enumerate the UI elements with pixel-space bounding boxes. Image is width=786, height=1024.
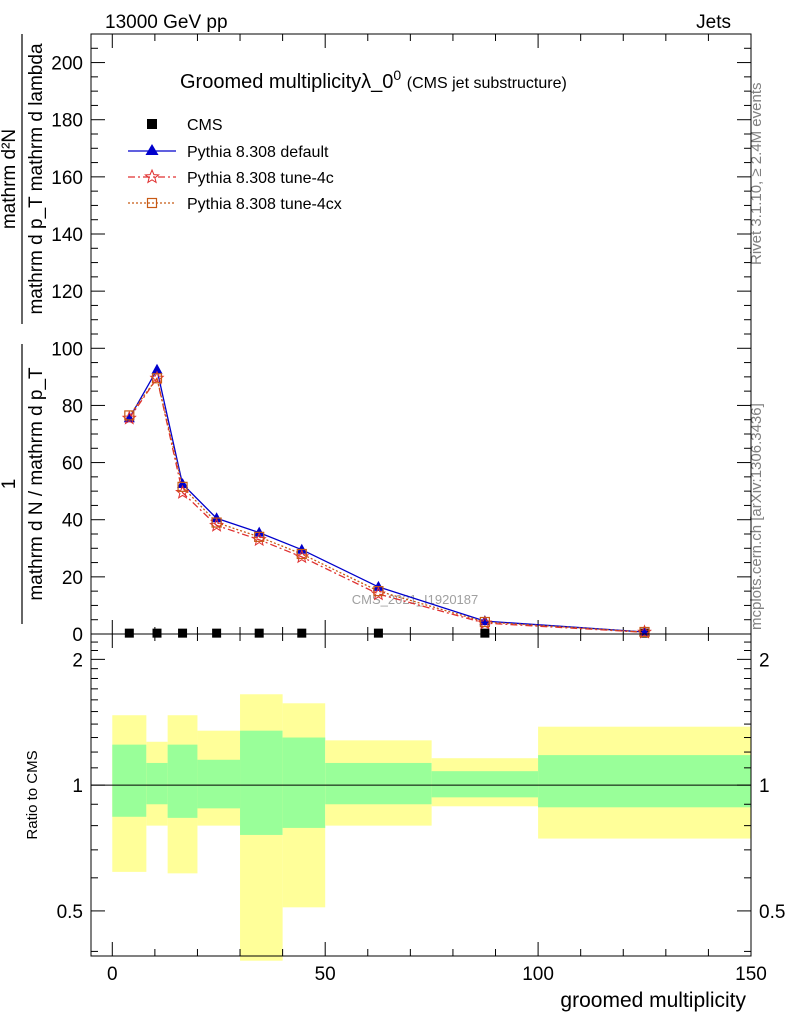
- main-ytick-label: 0: [72, 625, 83, 646]
- main-title-text: Groomed multiplicityλ_0: [180, 71, 393, 93]
- ratio-green-band: [538, 755, 751, 808]
- data-point-square: [124, 628, 134, 638]
- legend-tune4c-marker: [144, 168, 160, 184]
- ratio-ytick-label-right: 1: [759, 776, 770, 797]
- main-title: Groomed multiplicityλ_00 (CMS jet substr…: [180, 67, 567, 93]
- data-point-open-square: [373, 586, 384, 597]
- ylabel-den-2: mathrm d p_T mathrm d lambda: [26, 43, 47, 314]
- data-point-open-square: [211, 517, 222, 528]
- data-point-square: [297, 628, 307, 638]
- main-ytick-label: 160: [51, 168, 83, 189]
- main-ytick-label: 100: [51, 339, 83, 360]
- main-ytick-label: 180: [51, 111, 83, 132]
- main-subtitle: (CMS jet substructure): [407, 75, 567, 92]
- main-ylabel: 1 mathrm d N / mathrm d p_T mathrm d²N m…: [0, 34, 47, 624]
- ratio-green-band: [282, 737, 326, 828]
- data-point-open-square: [639, 626, 650, 638]
- ylabel-num-2: mathrm d²N: [0, 129, 20, 229]
- legend-tune4cx-marker: [146, 197, 158, 209]
- data-point-open-square: [151, 373, 163, 384]
- rivet-label: Rivet 3.1.10, ≥ 2.4M events: [748, 83, 765, 266]
- legend-default-label: Pythia 8.308 default: [187, 144, 329, 161]
- data-point-open-square: [254, 531, 265, 542]
- legend-tune4cx-label: Pythia 8.308 tune-4cx: [187, 196, 342, 213]
- data-point-open-square: [124, 410, 135, 421]
- data-point-triangle: [177, 478, 189, 488]
- series-line-2: [128, 376, 645, 633]
- ratio-green-band: [325, 762, 432, 805]
- data-point-triangle: [372, 580, 384, 591]
- main-ytick-label: 40: [62, 511, 83, 532]
- main-ytick-label: 20: [62, 568, 83, 589]
- ratio-ytick-label: 0.5: [57, 902, 83, 923]
- ylabel-num-1: 1: [0, 479, 20, 490]
- ratio-panel: 0.5 0.5 1 1 2 2 0 50 100 150 Ratio to CMS groomed…: [24, 633, 785, 1012]
- data-point-triangle: [253, 526, 265, 537]
- ratio-green-band: [431, 771, 539, 798]
- ratio-xtick-label: 150: [735, 964, 767, 985]
- ratio-green-band: [240, 730, 283, 835]
- series-line-3: [128, 376, 645, 633]
- legend-item-cms: CMS: [147, 117, 223, 134]
- main-panel: 0 20 40 60 80 100 120 140 160 180 200 Groomed mult…: [0, 33, 752, 646]
- data-point-square: [480, 628, 490, 638]
- ratio-xtick-label: 100: [522, 964, 554, 985]
- main-title-sup: 0: [393, 67, 401, 83]
- data-point-open-square: [296, 548, 307, 560]
- ratio-frame: [90, 633, 752, 957]
- data-point-square: [152, 628, 162, 638]
- ratio-xlabel: groomed multiplicity: [560, 989, 746, 1012]
- legend-cms-marker: [147, 119, 157, 129]
- legend-default-marker: [145, 144, 159, 155]
- main-ytick-label: 120: [51, 282, 83, 303]
- mcplots-label: mcplots.cern.ch [arXiv:1306.3436]: [748, 403, 765, 630]
- ratio-bands-layer: [91, 694, 751, 961]
- main-ytick-label: 140: [51, 225, 83, 246]
- legend-item-tune4cx: Pythia 8.308 tune-4cx: [128, 196, 342, 213]
- data-point-open-square: [177, 481, 188, 492]
- ratio-ylabel: Ratio to CMS: [24, 750, 41, 839]
- ratio-green-band: [167, 744, 198, 818]
- legend-item-tune4c: Pythia 8.308 tune-4c: [128, 168, 334, 187]
- energy-label: 13000 GeV pp: [105, 12, 228, 33]
- ratio-ytick-label-right: 0.5: [759, 902, 785, 923]
- data-point-square: [254, 628, 264, 638]
- data-point-square: [178, 628, 188, 638]
- process-label: Jets: [696, 12, 731, 33]
- ratio-xtick-label: 0: [107, 964, 118, 985]
- legend-cms-label: CMS: [187, 117, 223, 134]
- ratio-green-band: [146, 762, 168, 805]
- main-ytick-label: 80: [62, 396, 83, 417]
- data-point-triangle: [151, 363, 163, 374]
- data-point-open-square: [479, 616, 490, 628]
- legend-item-default: Pythia 8.308 default: [128, 144, 329, 161]
- watermark: CMS_2021_I1920187: [352, 592, 479, 607]
- main-series-layer: [121, 363, 652, 639]
- data-point-triangle: [296, 543, 308, 554]
- ratio-green-band: [197, 759, 241, 809]
- ratio-xtick-label: 50: [315, 964, 336, 985]
- data-point-triangle: [211, 512, 223, 523]
- ratio-ytick-label: 2: [72, 650, 83, 671]
- main-ytick-label: 200: [51, 54, 83, 75]
- ylabel-den-1: mathrm d N / mathrm d p_T: [26, 367, 47, 601]
- legend-tune4c-label: Pythia 8.308 tune-4c: [187, 170, 334, 187]
- data-point-square: [373, 628, 383, 638]
- main-ytick-label: 60: [62, 454, 83, 475]
- data-point-triangle: [479, 615, 491, 626]
- ratio-ytick-label: 1: [72, 776, 83, 797]
- legend: CMS Pythia 8.308 default Pythia 8.308 tu…: [128, 117, 342, 213]
- data-point-square: [212, 628, 222, 638]
- ratio-ytick-label-right: 2: [759, 650, 770, 671]
- ratio-green-band: [112, 744, 147, 817]
